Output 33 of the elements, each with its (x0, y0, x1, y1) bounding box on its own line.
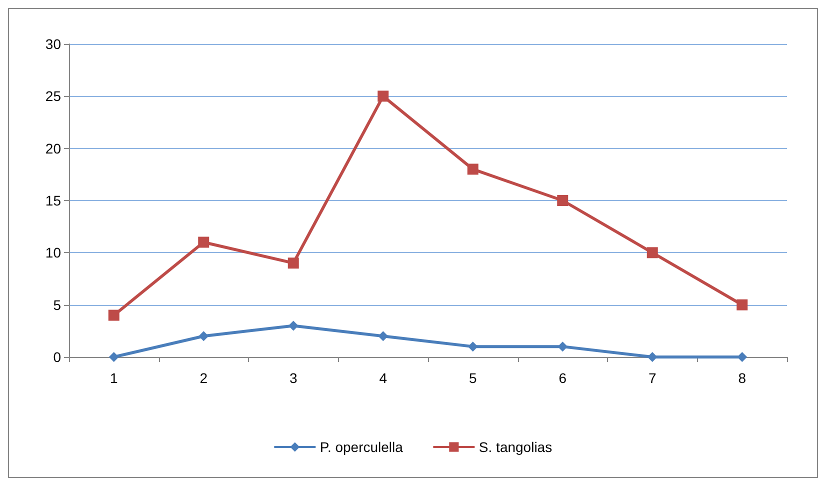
point (378, 331, 388, 342)
point (108, 352, 119, 362)
legend-label: P. operculella (320, 439, 404, 455)
point (198, 331, 209, 342)
x-tick-label: 3 (289, 370, 298, 386)
point (646, 247, 658, 258)
y-tick-label: 0 (53, 349, 62, 365)
point (558, 342, 568, 352)
y-tick-label: 30 (45, 36, 62, 52)
x-tick-label: 4 (379, 370, 388, 386)
point (557, 195, 568, 206)
point (647, 352, 658, 362)
point (468, 342, 478, 352)
point (378, 90, 389, 102)
point (288, 320, 298, 331)
point (737, 352, 748, 362)
legend-label: S. tangolias (478, 439, 552, 455)
point (467, 164, 478, 175)
point (198, 236, 210, 248)
y-tick-label: 15 (45, 192, 62, 208)
x-tick-label: 5 (468, 370, 477, 386)
x-tick-label: 2 (200, 370, 208, 386)
point (108, 310, 120, 321)
x-tick-label: 8 (738, 370, 746, 386)
y-tick-label: 20 (45, 140, 62, 156)
x-tick-label: 6 (558, 370, 567, 386)
x-tick-label: 7 (648, 370, 656, 386)
y-tick-label: 25 (45, 88, 62, 104)
point (288, 258, 299, 269)
point (736, 299, 748, 310)
x-tick-label: 1 (110, 370, 118, 386)
y-tick-label: 5 (53, 296, 62, 313)
y-tick-label: 10 (45, 244, 62, 261)
